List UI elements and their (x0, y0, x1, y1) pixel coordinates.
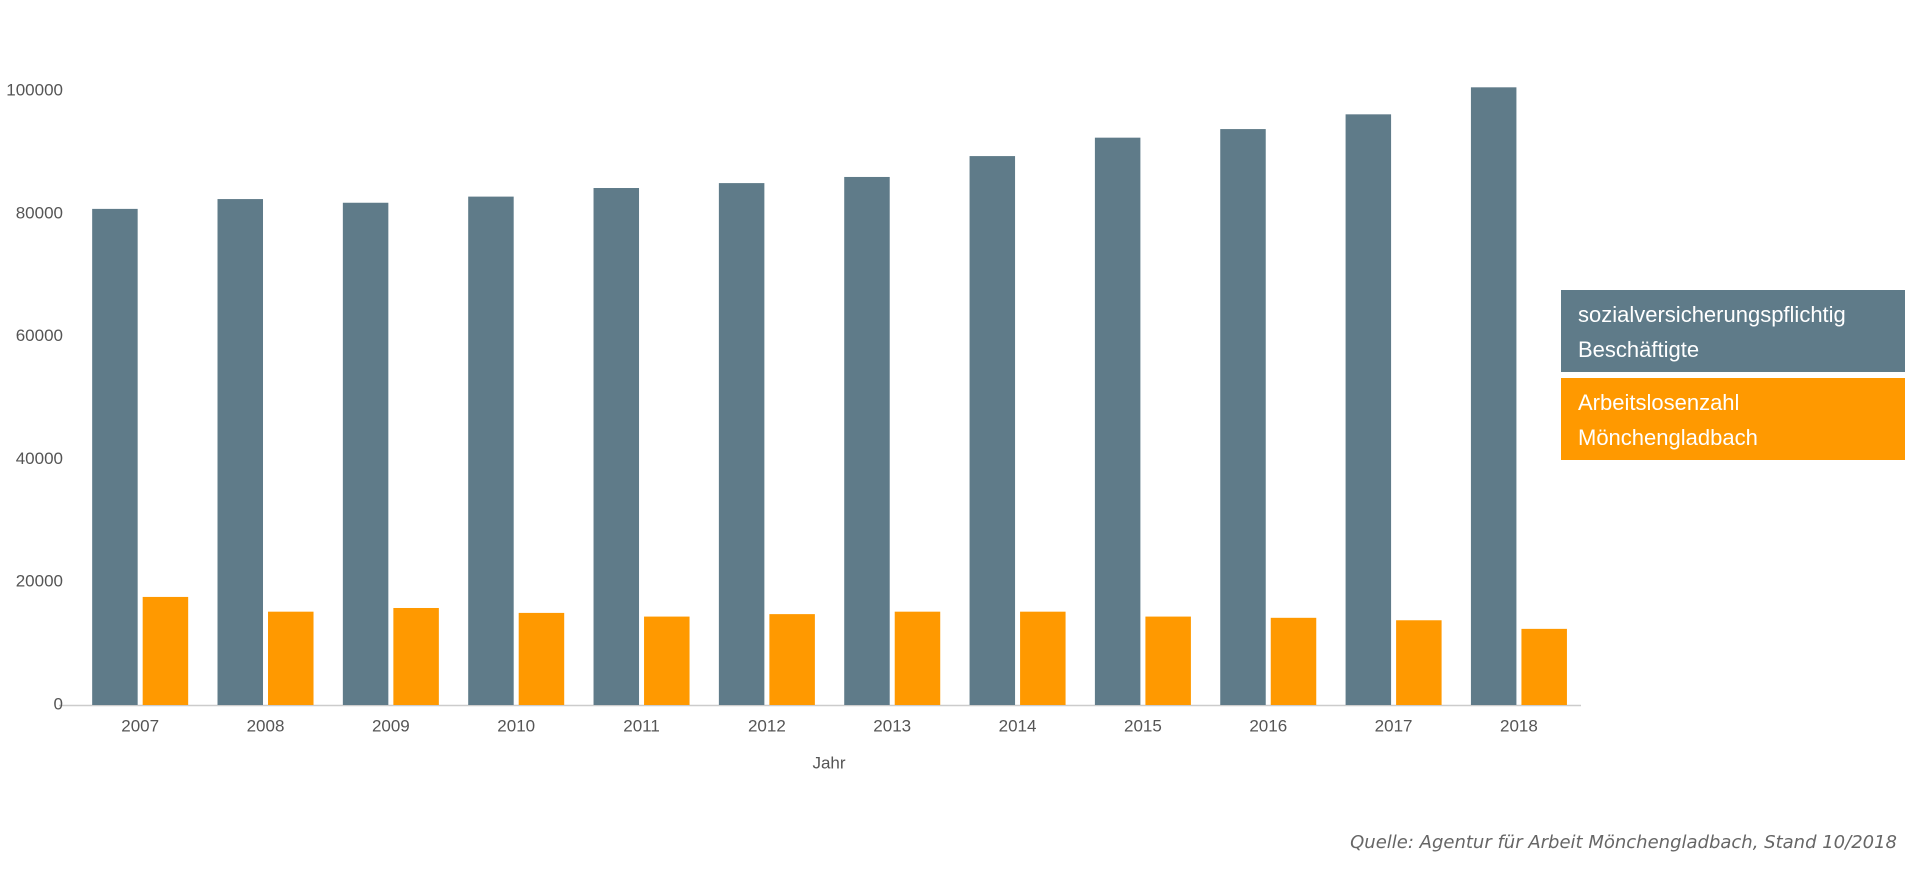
bar (1220, 129, 1266, 705)
x-tick-label: 2014 (999, 716, 1037, 735)
bar (1396, 620, 1442, 705)
x-tick-label: 2009 (372, 716, 410, 735)
y-tick-label: 80000 (16, 203, 63, 222)
legend-entry: sozialversicherungspflichtig Beschäftigt… (1561, 290, 1905, 372)
bar (518, 612, 565, 705)
x-tick-label: 2012 (748, 716, 786, 735)
bar (393, 607, 439, 705)
bar (844, 176, 890, 705)
x-tick-label: 2011 (623, 716, 660, 735)
x-tick-label: 2008 (247, 716, 285, 735)
bar (468, 196, 514, 705)
bar (217, 199, 264, 705)
x-tick-label: 2007 (121, 716, 159, 735)
bar (1521, 628, 1567, 705)
bar (644, 616, 690, 705)
legend-entry: Arbeitslosenzahl Mönchengladbach (1561, 378, 1905, 460)
bar (1145, 616, 1191, 705)
x-tick-label: 2016 (1249, 716, 1287, 735)
bar (969, 156, 1016, 706)
bar (1345, 114, 1392, 705)
x-tick-label: 2018 (1500, 716, 1538, 735)
x-axis-title: Jahr (812, 753, 845, 772)
x-tick-label: 2010 (497, 716, 535, 735)
bar (1470, 87, 1517, 706)
y-tick-label: 0 (54, 694, 63, 713)
y-tick-label: 40000 (16, 449, 63, 468)
y-tick-label: 100000 (6, 80, 63, 99)
x-tick-label: 2017 (1375, 716, 1413, 735)
x-tick-label: 2015 (1124, 716, 1162, 735)
bar (92, 208, 138, 705)
source-note: Quelle: Agentur für Arbeit Mönchengladba… (1350, 832, 1897, 853)
bar (142, 596, 189, 705)
x-tick-label: 2013 (873, 716, 911, 735)
bar (268, 611, 314, 705)
bar (1020, 611, 1066, 705)
y-tick-label: 20000 (16, 572, 63, 591)
y-tick-label: 60000 (16, 326, 63, 345)
bar (718, 183, 765, 706)
bar (769, 614, 815, 705)
bar (1094, 137, 1141, 705)
bar (1270, 617, 1317, 705)
bar (342, 202, 389, 706)
bar (894, 611, 941, 705)
legend: sozialversicherungspflichtig Beschäftigt… (1561, 290, 1905, 466)
bar (593, 188, 640, 706)
